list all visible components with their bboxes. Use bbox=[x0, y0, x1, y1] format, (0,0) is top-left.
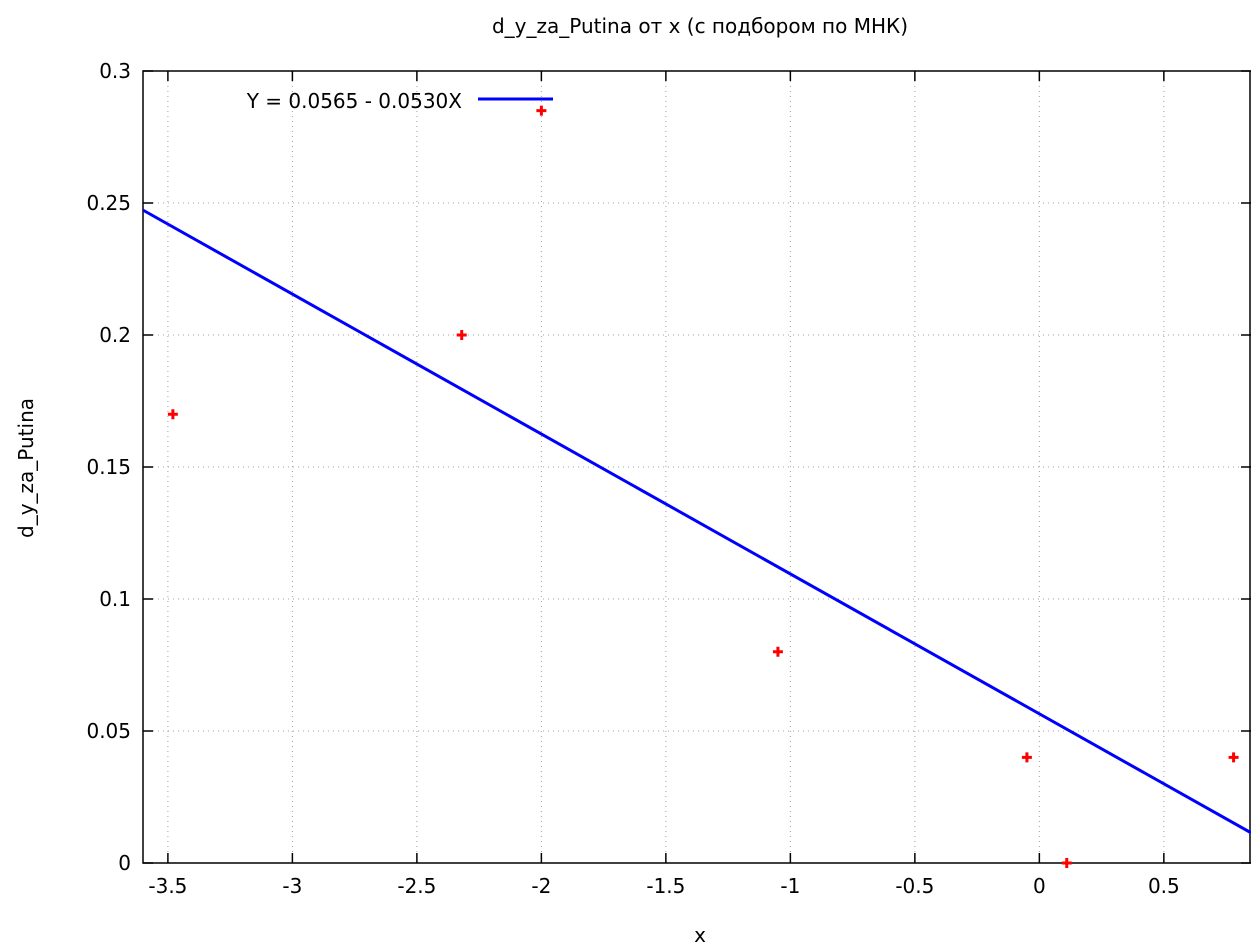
y-tick-label: 0 bbox=[118, 851, 131, 875]
fit-line bbox=[142, 208, 1251, 835]
axes-layer bbox=[142, 70, 1251, 864]
y-tick-label: 0.05 bbox=[86, 719, 131, 743]
x-tick-label: -0.5 bbox=[895, 874, 934, 898]
data-point bbox=[536, 105, 547, 116]
x-tick-label: -1.5 bbox=[646, 874, 685, 898]
x-tick-label: 0.5 bbox=[1148, 874, 1180, 898]
data-point bbox=[1021, 752, 1032, 763]
series-layer bbox=[142, 105, 1251, 868]
x-tick-label: -2.5 bbox=[397, 874, 436, 898]
data-point bbox=[1228, 752, 1239, 763]
chart-title: d_y_za_Putina от x (с подбором по МНК) bbox=[492, 14, 908, 38]
grid-layer bbox=[143, 70, 1251, 864]
data-point bbox=[456, 330, 467, 340]
x-tick-label: -3.5 bbox=[148, 874, 187, 898]
y-axis-label: d_y_za_Putina bbox=[14, 398, 38, 538]
x-axis-label: x bbox=[694, 923, 706, 947]
data-point bbox=[167, 409, 178, 420]
x-tick-label: -3 bbox=[282, 874, 302, 898]
legend-label: Y = 0.0565 - 0.0530X bbox=[246, 89, 463, 113]
y-tick-label: 0.3 bbox=[99, 59, 131, 83]
legend: Y = 0.0565 - 0.0530X bbox=[246, 89, 553, 113]
y-tick-label: 0.1 bbox=[99, 587, 131, 611]
x-tick-label: -2 bbox=[531, 874, 551, 898]
x-tick-label: -1 bbox=[780, 874, 800, 898]
x-tick-label: 0 bbox=[1033, 874, 1046, 898]
text-layer: d_y_za_Putina от x (с подбором по МНК) x… bbox=[14, 14, 1180, 947]
data-point bbox=[772, 646, 783, 657]
y-tick-label: 0.2 bbox=[99, 323, 131, 347]
data-point bbox=[1061, 858, 1072, 868]
y-tick-label: 0.15 bbox=[86, 455, 131, 479]
y-tick-label: 0.25 bbox=[86, 191, 131, 215]
